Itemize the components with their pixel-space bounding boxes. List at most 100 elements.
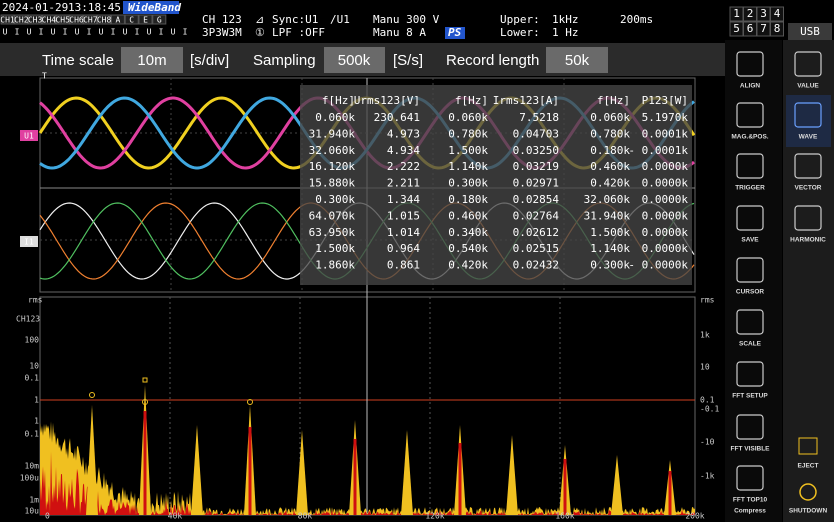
fft-left-tick: 1	[34, 417, 39, 426]
fft-left-tick: 100u	[20, 474, 39, 483]
channel: CH7	[83, 16, 98, 25]
fft-x-tick: 40k	[168, 512, 183, 521]
lower-label: Lower:	[500, 26, 540, 39]
time-scale-unit: [s/div]	[190, 52, 229, 69]
table-cell: 0.02432	[513, 259, 559, 272]
table-cell: 64.070k	[309, 209, 356, 222]
usb-box	[788, 23, 832, 40]
period: 200ms	[620, 13, 653, 26]
record-box[interactable]	[546, 47, 608, 73]
table-cell: 32.060k	[309, 144, 356, 157]
channel-box	[0, 14, 15, 25]
fft-left-tick: 10m	[25, 462, 40, 471]
channel: G	[157, 16, 162, 25]
fft-left-unit: rms	[28, 296, 43, 305]
channel-box	[69, 14, 84, 25]
record: 50k	[565, 52, 590, 69]
fft-x-tick: 160k	[555, 512, 574, 521]
shutdown-icon	[799, 483, 817, 501]
table-cell: 0.060k	[448, 111, 488, 124]
table-cell: 230.641	[374, 111, 420, 124]
channel: E	[143, 16, 148, 25]
fft-right-tick: -1k	[700, 472, 715, 481]
peak-marker	[247, 399, 253, 405]
channel-kind: I	[63, 28, 68, 37]
page: 2	[747, 7, 754, 20]
table-cell: 0.02764	[513, 209, 560, 222]
menu-item: FFT TOP10	[733, 497, 768, 504]
menu-item: FFT SETUP	[732, 393, 768, 400]
compress: Compress	[734, 508, 766, 515]
table-cell: 63.950k	[309, 226, 356, 239]
table-cell: 0.300k	[590, 259, 630, 272]
channel-box	[83, 14, 98, 25]
channel: CH8	[97, 16, 112, 25]
fft-left-tick: 1m	[29, 496, 39, 505]
table-cell: 1.140k	[590, 242, 630, 255]
table-cell: 7.5218	[519, 111, 559, 124]
view-item: VALUE	[797, 83, 819, 90]
table-header: P123[W]	[642, 94, 688, 107]
table-cell: 0.300k	[448, 177, 488, 190]
fft-x-tick: 120k	[425, 512, 444, 521]
table-cell: 0.460k	[590, 160, 630, 173]
channel-box	[28, 14, 43, 25]
table-cell: 0.780k	[590, 127, 630, 140]
spectrum-peak	[191, 425, 203, 515]
usb: USB	[800, 25, 820, 38]
fft-left-tick: 1	[34, 396, 39, 405]
table-cell: 0.0000k	[642, 209, 689, 222]
fft-right-tick: -10	[700, 438, 715, 447]
table-cell: 0.420k	[448, 259, 488, 272]
table-cell: 0.0000k	[642, 177, 689, 190]
channel-kind: U	[99, 28, 104, 37]
table-cell: 0.780k	[448, 127, 488, 140]
fft-right-tick: 0.1	[700, 396, 715, 405]
menu-item: SCALE	[739, 341, 762, 348]
table-cell: 0.02515	[513, 242, 559, 255]
channel-box	[55, 14, 70, 25]
table-cell: 0.861	[387, 259, 420, 272]
channel: CH5	[55, 16, 70, 25]
time-scale-box[interactable]	[121, 47, 183, 73]
channel-kind: I	[135, 28, 140, 37]
ch: CH 123	[202, 13, 242, 26]
table-cell: 0.02612	[513, 226, 559, 239]
table-cell: 2.222	[387, 160, 420, 173]
channel-box	[152, 14, 167, 25]
menu-icon	[736, 414, 764, 440]
table-cell: 0.060k	[590, 111, 630, 124]
sampling-box[interactable]	[324, 47, 385, 73]
table-cell: 1.140k	[448, 160, 488, 173]
i-marker: I1	[24, 238, 34, 247]
page: 8	[774, 22, 781, 35]
fft-x-tick: 200k	[685, 512, 704, 521]
view-icon	[794, 51, 822, 77]
table-cell: 0.02854	[513, 193, 560, 206]
table-cell: 0.420k	[590, 177, 630, 190]
view-icon	[794, 153, 822, 179]
table-cell: 4.934	[387, 144, 420, 157]
upper: 1kHz	[552, 13, 579, 26]
menu-icon	[736, 51, 764, 77]
page: 5	[733, 22, 740, 35]
menu-panel	[725, 40, 782, 522]
table-cell: 5.1970k	[642, 111, 689, 124]
u-marker: U1	[24, 132, 34, 141]
eject: EJECT	[798, 463, 819, 470]
channel-box	[110, 14, 125, 25]
channel-kind: U	[147, 28, 152, 37]
view-item: WAVE	[799, 134, 818, 141]
sampling: 500k	[338, 52, 371, 69]
table-cell: 0.03250	[513, 144, 559, 157]
table-cell: 0.180k	[448, 193, 488, 206]
spectrum-peak	[506, 435, 518, 515]
table-cell: 1.014	[387, 226, 420, 239]
table-cell: 0.180k	[590, 144, 630, 157]
menu-icon	[736, 102, 764, 128]
spectrum	[40, 297, 695, 515]
page-box	[770, 21, 784, 37]
table-cell: 0.0000k	[642, 193, 689, 206]
table-cell: 0.964	[387, 242, 420, 255]
menu-item: CURSOR	[736, 289, 764, 296]
